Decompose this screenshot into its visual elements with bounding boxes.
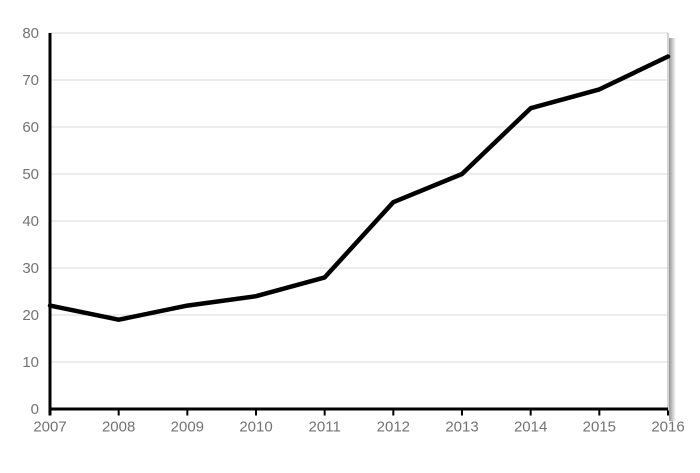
- x-tick-label: 2009: [171, 419, 204, 436]
- x-tick-label: 2012: [377, 419, 410, 436]
- x-axis-tick: [667, 410, 669, 416]
- plot-area-shadow: [669, 38, 676, 421]
- x-tick-label: 2016: [651, 419, 684, 436]
- x-axis-tick: [598, 410, 601, 416]
- x-axis-tick: [529, 410, 532, 416]
- x-tick-label: 2014: [514, 419, 547, 436]
- x-tick-label: 2015: [583, 419, 616, 436]
- x-axis-tick: [392, 410, 395, 416]
- x-tick-label: 2010: [239, 419, 272, 436]
- series-line: [47, 54, 671, 322]
- x-axis-tick: [186, 410, 189, 416]
- x-axis-tick: [461, 410, 463, 416]
- x-axis-tick: [323, 410, 326, 416]
- y-tick-label: 70: [22, 72, 39, 89]
- x-tick-label: 2007: [33, 419, 66, 436]
- x-tick-label: 2008: [102, 419, 135, 436]
- y-tick-label: 50: [22, 166, 39, 183]
- y-tick-label: 20: [22, 307, 39, 324]
- x-tick-label: 2013: [445, 419, 478, 436]
- x-axis-tick: [49, 410, 51, 416]
- y-axis-line: [48, 33, 52, 416]
- x-tick-label: 2011: [309, 419, 341, 436]
- y-tick-label: 0: [31, 401, 39, 418]
- y-tick-label: 40: [22, 213, 39, 230]
- y-tick-label: 80: [22, 25, 39, 42]
- x-axis-tick: [255, 410, 257, 416]
- y-tick-label: 60: [22, 119, 39, 136]
- x-axis-tick: [117, 410, 120, 416]
- y-tick-label: 30: [22, 260, 39, 277]
- y-tick-label: 10: [22, 354, 39, 371]
- x-axis-line: [48, 407, 668, 411]
